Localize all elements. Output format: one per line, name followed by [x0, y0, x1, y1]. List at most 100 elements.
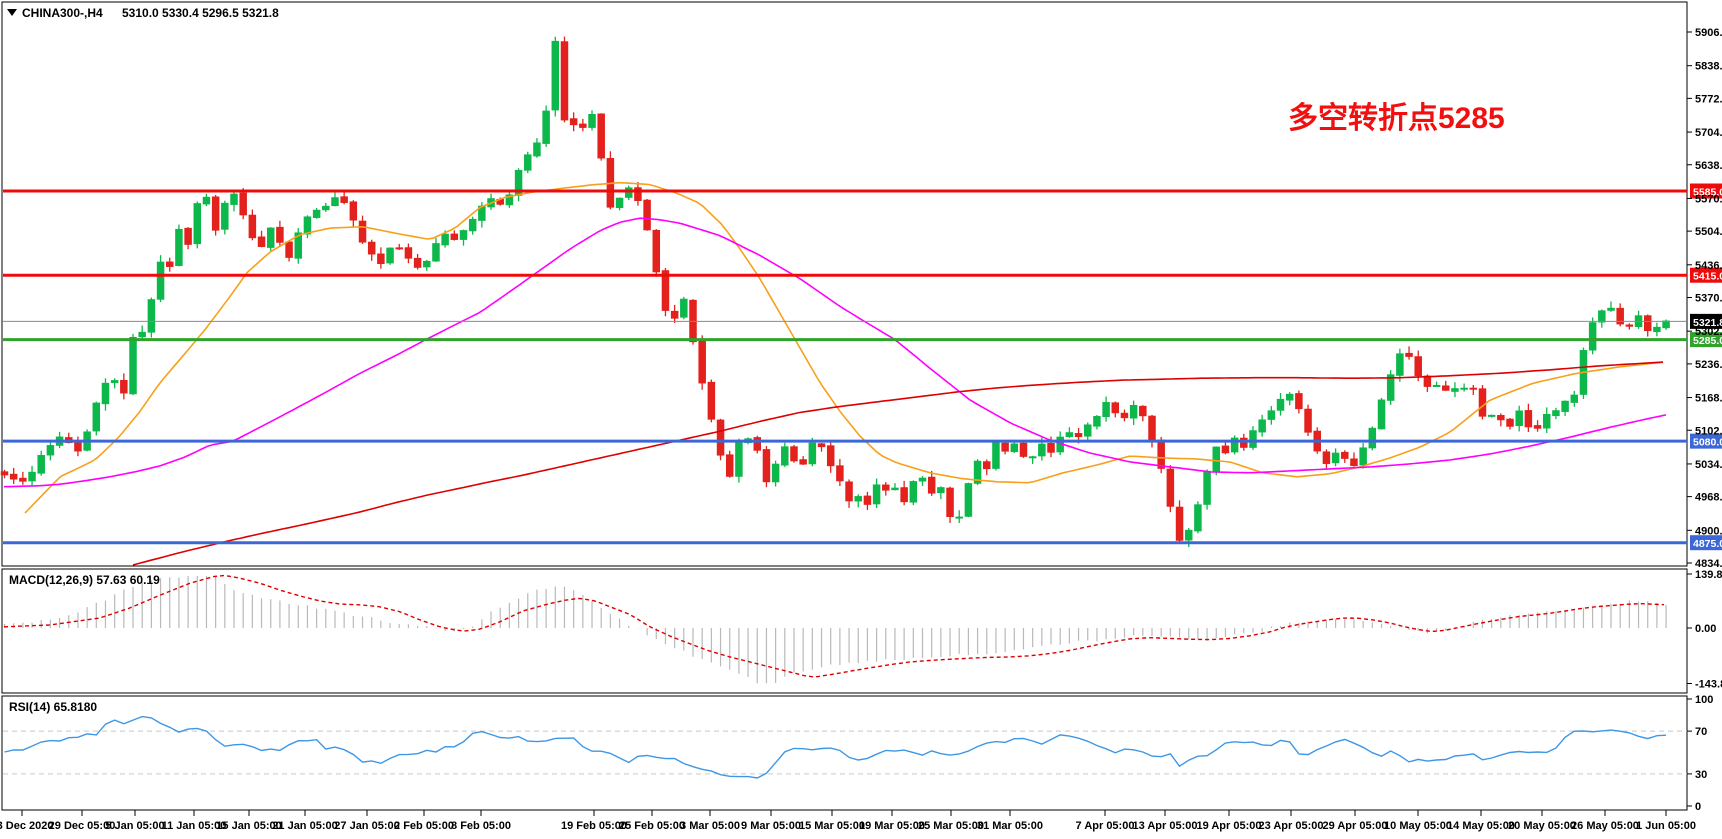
- candle-bearish: [946, 487, 954, 518]
- chart-title-ohlc: 5310.0 5330.4 5296.5 5321.8: [122, 6, 279, 20]
- chart-title-symbol: CHINA300-,H4: [22, 6, 103, 20]
- price-tick-label: 5236.0: [1695, 359, 1722, 371]
- time-tick-label: 23 Apr 05:00: [1258, 820, 1323, 832]
- candle-bullish: [1432, 384, 1441, 387]
- candle-bearish: [1423, 375, 1432, 387]
- candle-bullish: [624, 187, 633, 198]
- macd-tick-label: -143.82: [1695, 679, 1722, 691]
- candle-bearish: [211, 196, 220, 231]
- time-tick-label: 9 Mar 05:00: [741, 820, 801, 832]
- candle-bullish: [1396, 353, 1404, 376]
- candle-bullish: [918, 477, 927, 482]
- symbol-dropdown-icon[interactable]: [7, 9, 17, 16]
- candle-bullish: [1129, 404, 1138, 419]
- candle-bullish: [193, 203, 202, 245]
- time-tick-label: 2 Feb 05:00: [394, 820, 454, 832]
- time-tick-label: 19 Feb 05:00: [561, 820, 627, 832]
- annotation-text[interactable]: 多空转折点5285: [1288, 102, 1505, 135]
- candle-bearish: [19, 477, 27, 482]
- price-axis[interactable]: 5906.0 5838.0 5772.0 5704.0 5638.0 5570.0 5504…: [1687, 27, 1722, 813]
- time-tick-label: 15 Mar 05:00: [799, 820, 865, 832]
- candle-bearish: [1166, 468, 1175, 507]
- main-price-pane[interactable]: [0, 36, 1670, 566]
- rsi-line: [4, 715, 1667, 779]
- price-tick-label: 5504.0: [1695, 226, 1722, 238]
- candle-bearish: [790, 446, 798, 462]
- time-tick-label: 13 Apr 05:00: [1132, 820, 1197, 832]
- candle-bullish: [1083, 424, 1092, 437]
- candle-bearish: [597, 113, 605, 159]
- candle-bearish: [634, 187, 642, 202]
- candle-bearish: [450, 233, 459, 240]
- ma-line-magenta: [3, 217, 1667, 488]
- rsi-tick-label: 70: [1695, 726, 1707, 738]
- candle-bearish: [661, 270, 670, 311]
- candle-bearish: [1295, 393, 1303, 410]
- price-tag-5285.0: [1690, 332, 1722, 348]
- candle-bearish: [74, 441, 82, 452]
- candle-bullish: [1212, 446, 1221, 472]
- macd-pane[interactable]: [3, 574, 1667, 684]
- candle-bullish: [1386, 374, 1395, 401]
- candle-bullish: [735, 442, 743, 477]
- candle-bearish: [413, 257, 422, 268]
- candle-bullish: [1515, 410, 1523, 427]
- candle-bullish: [28, 471, 36, 482]
- candle-bearish: [1405, 352, 1413, 357]
- price-tick-label: 5838.0: [1695, 61, 1722, 73]
- candle-bullish: [1359, 447, 1367, 466]
- time-tick-label: 1 Jun 05:00: [1636, 820, 1696, 832]
- candle-bullish: [322, 205, 330, 211]
- price-tick-label: 5638.0: [1695, 160, 1722, 172]
- candle-bearish: [1414, 356, 1422, 377]
- candle-bullish: [101, 382, 110, 405]
- candle-bullish: [808, 442, 817, 465]
- price-tick-label: 5168.0: [1695, 393, 1722, 405]
- candle-bearish: [1497, 415, 1505, 421]
- candle-bearish: [0, 471, 9, 476]
- rsi-pane[interactable]: [3, 715, 1687, 779]
- candle-bullish: [386, 247, 394, 264]
- candle-bearish: [239, 192, 247, 216]
- candle-bearish: [1625, 324, 1634, 327]
- candle-bullish: [1038, 443, 1046, 457]
- candle-bearish: [753, 437, 762, 451]
- time-tick-label: 27 Jan 05:00: [334, 820, 399, 832]
- time-tick-label: 19 Apr 05:00: [1196, 820, 1261, 832]
- candle-bullish: [854, 496, 862, 502]
- candle-bearish: [900, 487, 908, 503]
- candle-bullish: [92, 402, 101, 432]
- price-tag-4875.0: [1690, 535, 1722, 551]
- candle-bullish: [266, 227, 275, 248]
- candle-bearish: [716, 419, 725, 456]
- candle-bullish: [551, 40, 560, 111]
- time-tick-label: 19 Mar 05:00: [859, 820, 925, 832]
- candle-bearish: [1478, 388, 1487, 417]
- rsi-tick-label: 0: [1695, 801, 1701, 813]
- candle-bullish: [1588, 322, 1597, 351]
- horizontal-level-lines[interactable]: 5585.0 5415.0 5321.8 5285.0 5080.0 4875.0: [3, 183, 1722, 551]
- candle-bullish: [992, 442, 1000, 469]
- time-tick-label: 10 May 05:00: [1384, 820, 1452, 832]
- candle-bearish: [652, 229, 661, 273]
- price-tick-label: 5302.0: [1695, 326, 1722, 338]
- candle-bullish: [680, 298, 688, 318]
- candle-bearish: [1341, 451, 1349, 459]
- candle-bearish: [560, 41, 569, 121]
- price-tag-label: 5321.8: [1693, 317, 1722, 329]
- candle-bullish: [1184, 529, 1193, 541]
- candle-bearish: [882, 484, 890, 491]
- macd-signal-line: [3, 574, 1665, 678]
- time-tick-label: 31 Mar 05:00: [977, 820, 1043, 832]
- candle-bearish: [1616, 307, 1624, 325]
- candle-bearish: [836, 465, 844, 482]
- candle-bearish: [983, 461, 991, 470]
- candle-bullish: [156, 261, 165, 300]
- candle-bearish: [863, 495, 872, 505]
- candle-bullish: [46, 445, 55, 456]
- candle-bullish: [312, 209, 321, 218]
- candle-bullish: [1258, 419, 1266, 433]
- price-tag-label: 5585.0: [1693, 187, 1722, 199]
